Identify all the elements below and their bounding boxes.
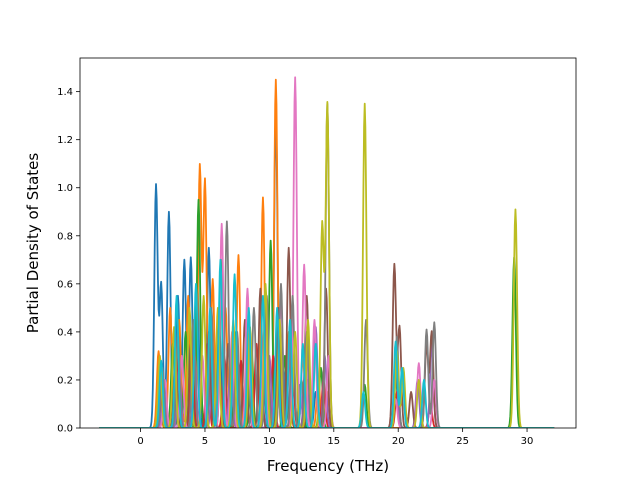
x-tick-label: 5 bbox=[202, 436, 208, 447]
x-tick-label: 15 bbox=[327, 436, 340, 447]
y-tick-label: 1.0 bbox=[57, 183, 73, 194]
y-tick-label: 0.4 bbox=[57, 327, 73, 338]
x-axis: 0 5 10 15 20 25 30 bbox=[137, 428, 533, 447]
y-tick-label: 0.0 bbox=[57, 424, 73, 435]
x-tick-label: 25 bbox=[456, 436, 469, 447]
x-tick-label: 0 bbox=[137, 436, 143, 447]
plot-frame bbox=[79, 57, 577, 429]
x-tick-label: 20 bbox=[392, 436, 405, 447]
y-axis: 0.0 0.2 0.4 0.6 0.8 1.0 1.2 1.4 bbox=[57, 87, 80, 435]
y-axis-label: Partial Density of States bbox=[24, 153, 42, 334]
series-line-9 bbox=[99, 258, 555, 428]
y-tick-label: 0.8 bbox=[57, 231, 73, 242]
x-tick-label: 10 bbox=[263, 436, 276, 447]
y-tick-label: 0.6 bbox=[57, 279, 73, 290]
y-tick-label: 1.4 bbox=[57, 87, 73, 98]
x-axis-label: Frequency (THz) bbox=[267, 457, 389, 475]
y-tick-label: 1.2 bbox=[57, 135, 73, 146]
x-tick-label: 30 bbox=[521, 436, 534, 447]
y-tick-label: 0.2 bbox=[57, 375, 73, 386]
